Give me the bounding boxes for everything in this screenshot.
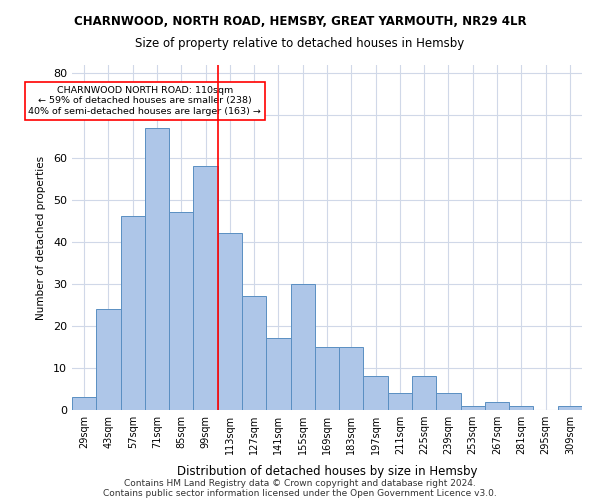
Bar (96, 309, 121, 410)
Bar (461, 406, 485, 410)
Bar (436, 393, 461, 410)
Text: Size of property relative to detached houses in Hemsby: Size of property relative to detached ho… (136, 38, 464, 51)
Y-axis label: Number of detached properties: Number of detached properties (36, 156, 46, 320)
Bar (485, 402, 509, 410)
Bar (218, 234, 242, 410)
Bar (315, 347, 339, 410)
Bar (145, 128, 169, 410)
Bar (242, 296, 266, 410)
Bar (169, 212, 193, 410)
Bar (339, 347, 364, 410)
X-axis label: Distribution of detached houses by size in Hemsby: Distribution of detached houses by size … (177, 466, 477, 478)
Bar (558, 406, 582, 410)
Bar (509, 406, 533, 410)
Text: CHARNWOOD NORTH ROAD: 110sqm
← 59% of detached houses are smaller (238)
40% of s: CHARNWOOD NORTH ROAD: 110sqm ← 59% of de… (28, 86, 261, 116)
Bar (121, 216, 145, 410)
Bar (290, 284, 315, 410)
Bar (388, 393, 412, 410)
Bar (72, 398, 96, 410)
Text: Contains HM Land Registry data © Crown copyright and database right 2024.: Contains HM Land Registry data © Crown c… (124, 478, 476, 488)
Bar (193, 166, 218, 410)
Text: CHARNWOOD, NORTH ROAD, HEMSBY, GREAT YARMOUTH, NR29 4LR: CHARNWOOD, NORTH ROAD, HEMSBY, GREAT YAR… (74, 15, 526, 28)
Bar (364, 376, 388, 410)
Bar (412, 376, 436, 410)
Text: Contains public sector information licensed under the Open Government Licence v3: Contains public sector information licen… (103, 488, 497, 498)
Bar (266, 338, 290, 410)
